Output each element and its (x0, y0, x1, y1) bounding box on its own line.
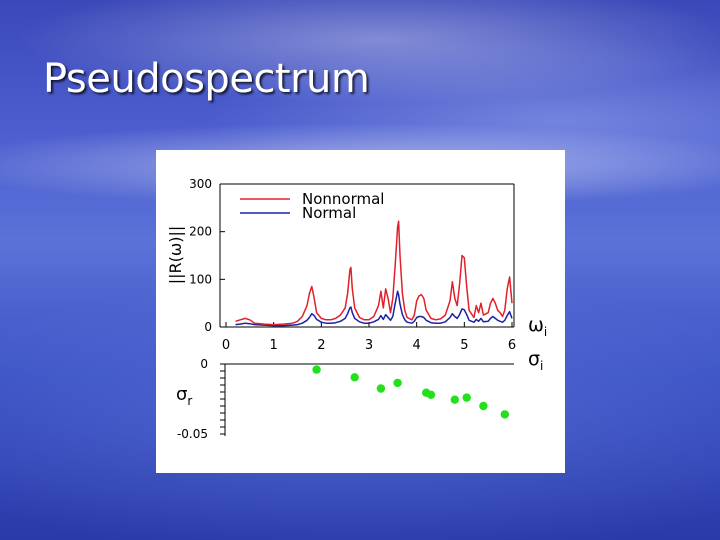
series-line-nonnormal (235, 220, 513, 326)
scatter-point (393, 378, 402, 388)
top-x-tick-label: 3 (365, 338, 373, 353)
scatter-point (426, 390, 436, 399)
series-line-normal (235, 290, 513, 327)
top-chart-axes (219, 183, 515, 328)
legend: Nonnormal Normal (240, 190, 384, 222)
top-y-tick-label: 200 (189, 225, 212, 239)
bottom-chart-axes (220, 363, 514, 436)
scatter-point (350, 373, 359, 382)
legend-label-nonnormal: Nonnormal (302, 190, 384, 208)
scatter-point (462, 393, 471, 402)
top-x-tick-label: 0 (222, 338, 230, 353)
top-x-tick-label: 2 (317, 338, 325, 353)
top-x-tick-label: 5 (460, 338, 468, 353)
scatter-point (500, 410, 509, 419)
bottom-x-axis-label: σi (528, 348, 543, 373)
bottom-y-axis-label: σr (176, 384, 192, 408)
bottom-y-tick-label: 0 (200, 357, 208, 371)
top-x-tick-label: 1 (270, 338, 278, 353)
top-x-tick-label: 4 (413, 338, 421, 353)
scatter-point (312, 365, 321, 374)
top-x-axis-label: ωi (528, 314, 547, 339)
scatter-point (450, 395, 459, 404)
top-y-tick-label: 0 (204, 320, 212, 334)
top-x-tick-label: 6 (508, 338, 516, 353)
top-y-axis-label: ||R(ω)|| (166, 226, 185, 285)
slide-title: Pseudospectrum (43, 56, 370, 102)
pseudospectrum-figure: 0 100 200 300 0 1 2 3 4 5 6 ||R(ω)|| ωi Nonnormal… (166, 177, 547, 441)
scatter-point (376, 384, 386, 393)
figure-panel: 0 100 200 300 0 1 2 3 4 5 6 ||R(ω)|| ωi Nonnormal… (156, 150, 565, 473)
scatter-point (479, 401, 488, 411)
bottom-y-tick-label: -0.05 (177, 427, 208, 441)
legend-label-normal: Normal (302, 204, 356, 222)
top-y-tick-label: 100 (189, 272, 212, 286)
top-y-tick-label: 300 (189, 177, 212, 191)
